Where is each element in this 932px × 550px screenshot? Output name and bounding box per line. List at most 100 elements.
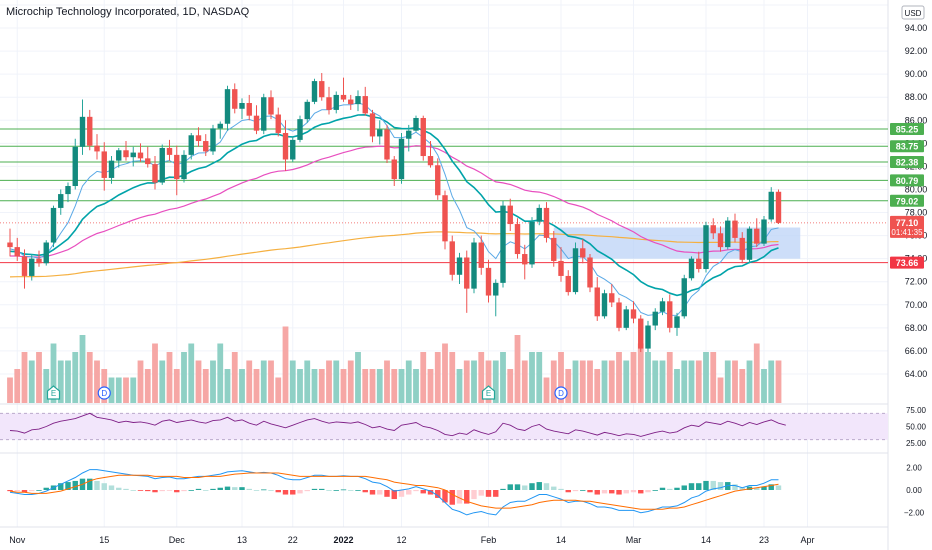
- time-tick-label: 13: [237, 535, 247, 545]
- volume-bar: [166, 352, 173, 403]
- volume-bar: [65, 360, 71, 403]
- macd-histogram-bar: [333, 490, 339, 491]
- candlesticks[interactable]: [7, 73, 782, 353]
- volume-bar: [485, 360, 492, 403]
- candle-body: [413, 117, 419, 131]
- macd-histogram-bar: [630, 490, 637, 493]
- candle-body: [456, 257, 463, 275]
- macd-histogram-bar: [239, 487, 245, 490]
- macd-histogram-bar: [159, 490, 165, 492]
- volume-bar: [688, 360, 695, 403]
- volume-bar: [57, 360, 64, 403]
- macd-histogram-bar: [587, 490, 593, 493]
- time-axis[interactable]: Nov 15 Dec 13 22 2022 12 Feb 14 Mar 14 23 Apr: [9, 535, 814, 545]
- candle-body: [224, 89, 231, 124]
- price-tick-label: 68.00: [905, 323, 928, 333]
- macd-histogram-bar: [529, 483, 535, 490]
- macd-histogram-bar: [174, 490, 180, 493]
- macd-histogram-bar: [420, 490, 426, 494]
- candle-body: [442, 195, 448, 242]
- candle-body: [514, 224, 521, 255]
- time-tick-label: 15: [99, 535, 109, 545]
- volume-bar: [101, 369, 108, 403]
- level-tag: [890, 140, 924, 153]
- macd-histogram-bar: [72, 480, 78, 490]
- macd-histogram-bar: [616, 490, 622, 495]
- volume-bar: [558, 352, 564, 403]
- volume-bar: [616, 352, 622, 403]
- volume-bar: [246, 360, 253, 403]
- volume-bar: [253, 369, 260, 403]
- volume-bar: [318, 369, 325, 403]
- event-marker-letter: D: [101, 389, 107, 398]
- ma-long-line: [9, 231, 779, 278]
- volume-bar: [572, 360, 579, 403]
- macd-histogram-bar: [384, 490, 390, 497]
- volume-bar: [282, 326, 289, 403]
- macd-histogram-bar: [688, 483, 695, 490]
- volume-bar: [159, 360, 166, 403]
- candle-body: [435, 165, 441, 196]
- macd-histogram-bar: [65, 482, 71, 490]
- price-tick-label: 88.00: [905, 92, 928, 102]
- volume-bar: [79, 335, 86, 403]
- macd-histogram-bar: [217, 487, 223, 490]
- countdown-label: 01:41:35: [891, 228, 923, 237]
- macd-histogram-bar: [449, 490, 455, 505]
- macd-histogram-bar: [166, 490, 173, 491]
- candle-body: [166, 147, 173, 155]
- macd-histogram-bar: [326, 490, 332, 491]
- level-tag-label: 80.79: [896, 176, 919, 186]
- price-axis[interactable]: 64.0066.0068.0070.0072.0074.0076.0078.00…: [904, 23, 927, 518]
- time-tick-label: 14: [556, 535, 566, 545]
- macd-histogram-bar: [761, 486, 767, 490]
- time-tick-label: 2022: [333, 535, 353, 545]
- candle-body: [159, 147, 165, 183]
- volume-bar: [717, 377, 724, 403]
- candle-body: [427, 156, 434, 166]
- macd-histogram-bar: [377, 490, 383, 495]
- rsi-line: [9, 412, 786, 437]
- volume-bar: [645, 352, 651, 403]
- volume-bar: [565, 369, 572, 403]
- candle-body: [188, 135, 194, 155]
- grid: [0, 0, 889, 550]
- volume-bar: [50, 343, 57, 403]
- dividend-marker: [554, 386, 568, 400]
- volume-bar: [405, 360, 412, 403]
- volume-bar: [181, 352, 187, 403]
- volume-bar: [550, 360, 557, 403]
- current-price-tag: [890, 215, 924, 238]
- candle-body: [43, 242, 49, 264]
- macd-histogram-bar: [580, 490, 586, 491]
- macd-histogram-bar: [536, 482, 542, 490]
- macd-histogram-bar: [594, 490, 600, 495]
- candle-body: [420, 117, 426, 157]
- macd-histogram-bar: [101, 483, 107, 490]
- candle-body: [674, 316, 680, 328]
- candle-body: [58, 194, 64, 208]
- volume-bar: [681, 360, 688, 403]
- volume-bar: [587, 360, 593, 403]
- volume-bar: [28, 360, 35, 403]
- level-tag-label: 73.66: [896, 258, 919, 268]
- candle-body: [768, 191, 774, 220]
- volume-bar: [123, 377, 129, 403]
- macd-histogram-bar: [442, 490, 448, 503]
- volume-bar: [398, 369, 405, 403]
- macd-histogram-bar: [543, 483, 550, 490]
- currency-badge[interactable]: [901, 5, 925, 20]
- candle-body: [580, 248, 586, 258]
- candle-body: [297, 119, 303, 140]
- candle-body: [275, 114, 281, 133]
- level-tag: [890, 122, 924, 135]
- candle-body: [703, 225, 709, 270]
- price-tick-label: 86.00: [905, 115, 928, 125]
- macd-histogram-bar: [413, 490, 419, 492]
- volume-bar: [144, 369, 151, 403]
- price-tick-label: 92.00: [905, 46, 928, 56]
- volume-bar: [362, 369, 369, 403]
- macd-histogram-bar: [696, 483, 702, 490]
